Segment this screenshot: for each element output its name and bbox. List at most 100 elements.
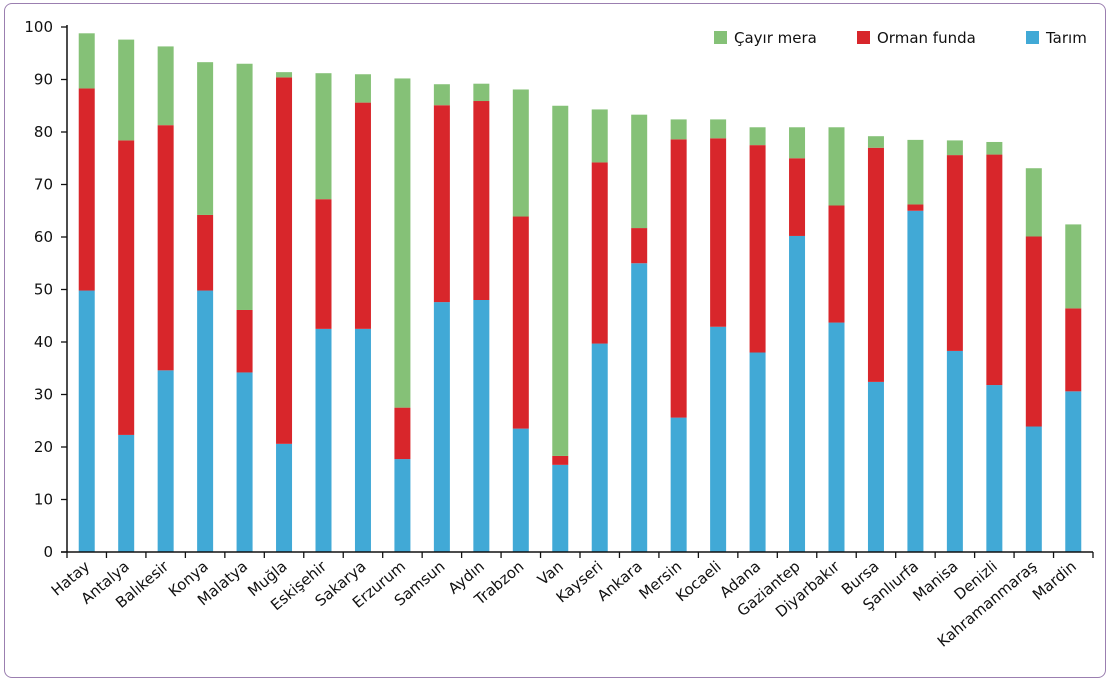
x-tick-label-manisa: Manisa — [909, 557, 961, 605]
bar-denizli-orman-funda — [986, 154, 1003, 386]
bar-sanliurfa-orman-funda — [907, 204, 924, 211]
bar-kocaeli-cayir-mera — [710, 119, 727, 139]
bar-adana-orman-funda — [749, 145, 766, 353]
bar-manisa-orman-funda — [946, 155, 963, 351]
x-tick-label-kocaeli: Kocaeli — [672, 557, 724, 605]
bar-sakarya-cayir-mera — [354, 74, 371, 103]
bar-bursa-orman-funda — [867, 147, 884, 382]
y-tick-labels: 0 10 20 30 40 50 60 70 80 90 100 — [24, 18, 53, 561]
bar-aydin-orman-funda — [473, 101, 490, 301]
bar-mardin-orman-funda — [1065, 308, 1082, 392]
axes-layer — [61, 25, 1094, 558]
bar-van-tarim — [552, 464, 569, 552]
bar-diyarbakir-cayir-mera — [828, 127, 845, 206]
bar-samsun-tarim — [433, 302, 450, 552]
x-tick-label-mardin: Mardin — [1029, 557, 1080, 604]
y-tick-label: 80 — [34, 123, 53, 141]
legend: Çayır mera Orman funda Tarım — [714, 29, 1087, 47]
bar-balikesir-tarim — [157, 370, 174, 552]
bar-ankara-tarim — [631, 263, 648, 552]
bar-samsun-orman-funda — [433, 105, 450, 303]
bar-mersin-orman-funda — [670, 139, 687, 418]
bar-gaziantep-cayir-mera — [789, 127, 806, 159]
bar-van-cayir-mera — [552, 105, 569, 456]
bar-manisa-tarim — [946, 350, 963, 552]
bar-mersin-cayir-mera — [670, 119, 687, 140]
legend-label-tarim: Tarım — [1045, 29, 1087, 47]
bar-eskisehir-orman-funda — [315, 199, 332, 329]
bar-denizli-cayir-mera — [986, 141, 1003, 155]
bar-eskisehir-cayir-mera — [315, 73, 332, 200]
legend-swatch-tarim — [1026, 31, 1039, 44]
bar-gaziantep-tarim — [789, 235, 806, 552]
bar-trabzon-cayir-mera — [512, 89, 529, 217]
bar-hatay-orman-funda — [78, 88, 95, 291]
bar-konya-tarim — [197, 290, 214, 552]
y-tick-label: 70 — [34, 176, 53, 194]
bar-adana-tarim — [749, 352, 766, 552]
y-tick-label: 0 — [43, 543, 53, 561]
bar-kayseri-orman-funda — [591, 162, 608, 344]
y-tick-label: 30 — [34, 386, 53, 404]
bar-erzurum-cayir-mera — [394, 78, 411, 408]
bar-balikesir-cayir-mera — [157, 46, 174, 126]
bar-mugla-orman-funda — [276, 77, 293, 444]
bar-kocaeli-orman-funda — [710, 138, 727, 327]
bar-mersin-tarim — [670, 417, 687, 552]
bar-malatya-orman-funda — [236, 309, 253, 373]
bar-van-orman-funda — [552, 455, 569, 465]
bar-ankara-cayir-mera — [631, 114, 648, 229]
bar-bursa-tarim — [867, 381, 884, 552]
bar-malatya-tarim — [236, 372, 253, 552]
bar-kayseri-tarim — [591, 343, 608, 552]
y-tick-label: 40 — [34, 333, 53, 351]
bars-layer — [78, 33, 1082, 553]
bar-kahramanmaras-cayir-mera — [1025, 168, 1042, 237]
x-tick-labels: HatayAntalyaBalıkesirKonyaMalatyaMuğlaEs… — [48, 557, 1080, 651]
bar-mardin-cayir-mera — [1065, 224, 1082, 309]
bar-kayseri-cayir-mera — [591, 109, 608, 163]
bar-malatya-cayir-mera — [236, 63, 253, 310]
bar-samsun-cayir-mera — [433, 84, 450, 106]
y-tick-label: 50 — [34, 281, 53, 299]
bar-hatay-tarim — [78, 290, 95, 552]
bar-eskisehir-tarim — [315, 328, 332, 553]
bar-mugla-cayir-mera — [276, 72, 293, 78]
bar-mugla-tarim — [276, 443, 293, 552]
bar-antalya-cayir-mera — [118, 39, 135, 141]
bar-adana-cayir-mera — [749, 127, 766, 146]
bar-balikesir-orman-funda — [157, 125, 174, 371]
bar-kocaeli-tarim — [710, 326, 727, 552]
bar-denizli-tarim — [986, 385, 1003, 552]
bar-erzurum-tarim — [394, 459, 411, 552]
bar-sakarya-orman-funda — [354, 102, 371, 329]
bar-hatay-cayir-mera — [78, 33, 95, 89]
legend-swatch-cayir-mera — [714, 31, 727, 44]
bar-kahramanmaras-tarim — [1025, 426, 1042, 552]
bar-aydin-tarim — [473, 300, 490, 552]
bar-manisa-cayir-mera — [946, 140, 963, 156]
y-tick-label: 90 — [34, 71, 53, 89]
x-tick-label-ankara: Ankara — [594, 557, 646, 605]
bar-konya-orman-funda — [197, 214, 214, 291]
bar-konya-cayir-mera — [197, 62, 214, 215]
bar-gaziantep-orman-funda — [789, 158, 806, 236]
bar-sanliurfa-tarim — [907, 210, 924, 552]
bar-ankara-orman-funda — [631, 228, 648, 264]
bar-kahramanmaras-orman-funda — [1025, 236, 1042, 427]
y-tick-label: 20 — [34, 438, 53, 456]
bar-trabzon-tarim — [512, 428, 529, 553]
bar-aydin-cayir-mera — [473, 83, 490, 102]
bar-diyarbakir-tarim — [828, 322, 845, 552]
bar-erzurum-orman-funda — [394, 407, 411, 460]
bar-sanliurfa-cayir-mera — [907, 139, 924, 205]
y-tick-label: 100 — [24, 18, 53, 36]
bar-bursa-cayir-mera — [867, 136, 884, 148]
bar-antalya-tarim — [118, 434, 135, 552]
y-tick-label: 60 — [34, 228, 53, 246]
bar-diyarbakir-orman-funda — [828, 205, 845, 323]
legend-swatch-orman-funda — [857, 31, 870, 44]
legend-label-cayir-mera: Çayır mera — [734, 29, 817, 47]
legend-label-orman-funda: Orman funda — [877, 29, 976, 47]
